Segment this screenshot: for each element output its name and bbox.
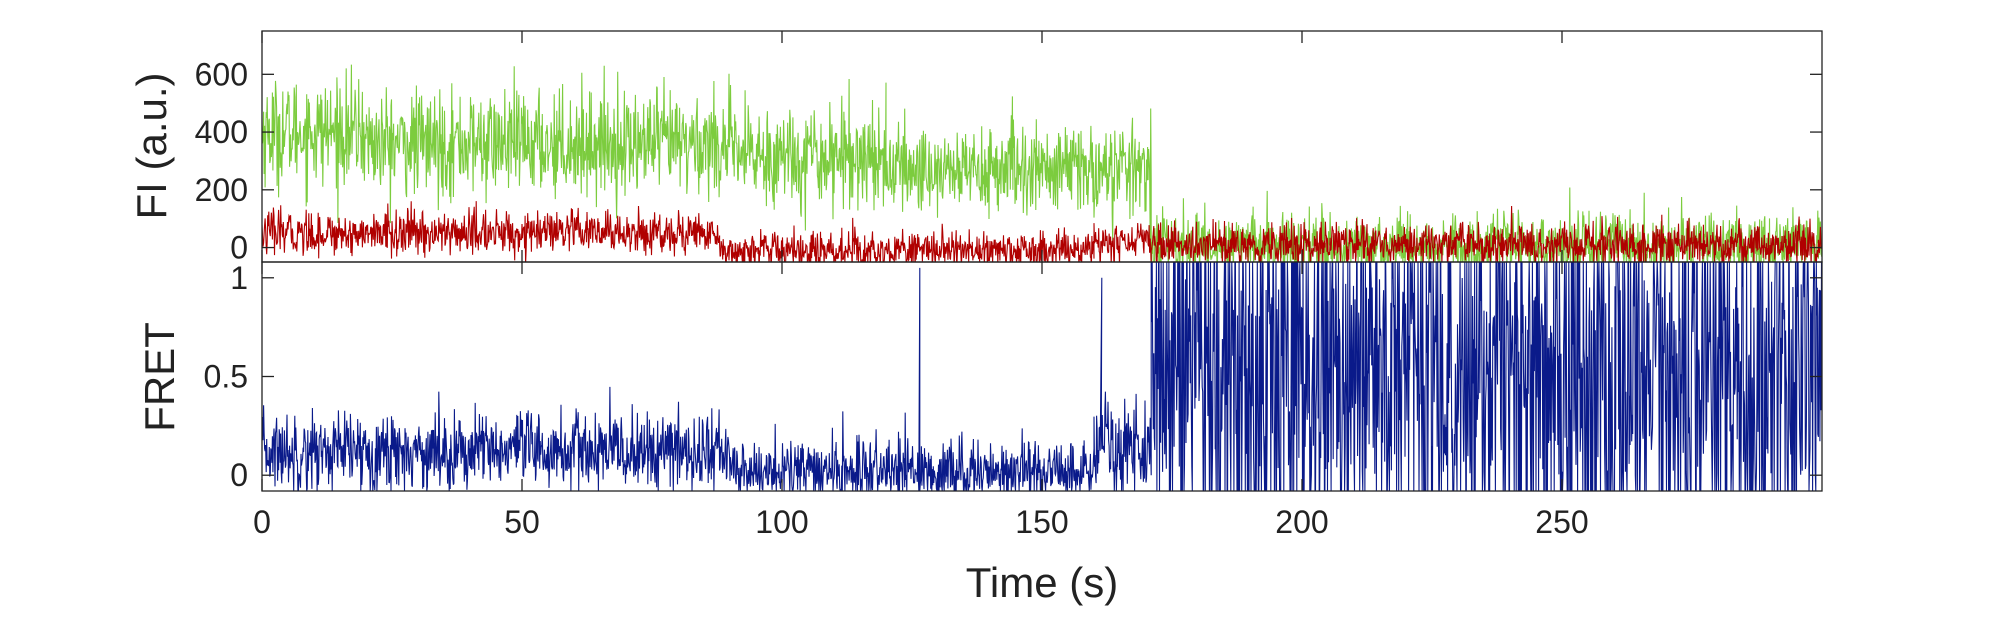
fret-panel: 0 0.5 1 0 50 100 150 200 250 FRET Time (s) — [136, 260, 1823, 606]
bottom-ytick-label: 0.5 — [204, 359, 248, 395]
bottom-ytick-label: 0 — [230, 457, 248, 493]
x-tick-label: 150 — [1015, 504, 1068, 540]
x-tick-label: 100 — [755, 504, 808, 540]
bottom-ytick-label: 1 — [230, 260, 248, 296]
x-tick-label: 50 — [504, 504, 540, 540]
fret-y-axis-label: FRET — [136, 322, 183, 432]
top-trace-0 — [262, 64, 1822, 262]
x-tick-label: 250 — [1535, 504, 1588, 540]
time-x-axis-label: Time (s) — [966, 559, 1118, 606]
top-ytick-label: 0 — [230, 230, 248, 266]
fluorescence-y-axis-label: FI (a.u.) — [128, 72, 175, 219]
bottom-trace-0 — [262, 262, 1822, 491]
x-tick-label: 200 — [1275, 504, 1328, 540]
top-ytick-label: 600 — [195, 56, 248, 92]
x-tick-label: 0 — [253, 504, 271, 540]
top-ytick-label: 400 — [195, 114, 248, 150]
top-ytick-label: 200 — [195, 172, 248, 208]
fluorescence-panel: 0 200 400 600 FI (a.u.) — [128, 30, 1823, 266]
